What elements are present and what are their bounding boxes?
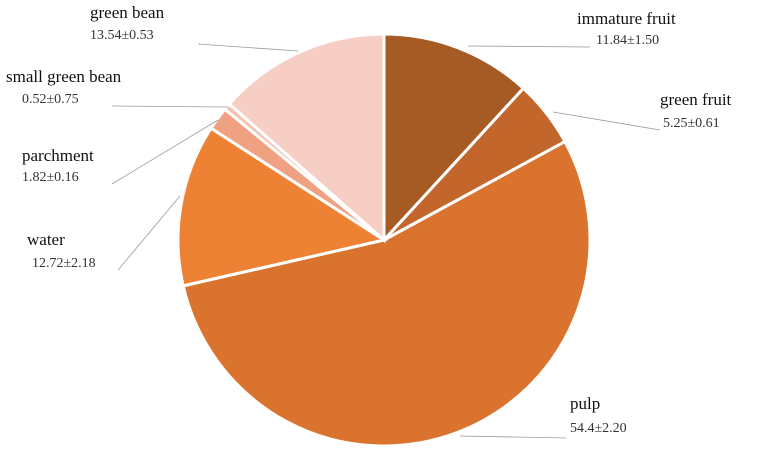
value-label: 1.82±0.16 (22, 170, 79, 185)
slice-label: water (27, 230, 65, 249)
slice-label: green fruit (660, 90, 732, 109)
leader-line (111, 119, 219, 185)
leader-line (111, 105, 229, 108)
pie-slice (382, 32, 526, 244)
value-label: 0.52±0.75 (22, 92, 79, 107)
leader-line (117, 195, 181, 271)
value-label: 12.72±2.18 (32, 256, 96, 271)
slice-label: pulp (570, 394, 600, 413)
pie-slice (227, 32, 386, 244)
value-label: 5.25±0.61 (663, 116, 720, 131)
leader-line (467, 45, 591, 48)
pie-slice (181, 139, 592, 448)
slice-label: immature fruit (577, 9, 676, 28)
leader-line (552, 111, 661, 131)
value-label: 13.54±0.53 (90, 28, 154, 43)
slice-label: small green bean (6, 67, 122, 86)
pie-slice (176, 126, 388, 288)
slice-label: green bean (90, 3, 165, 22)
leader-line (197, 43, 299, 52)
slice-label: parchment (22, 146, 94, 165)
leader-line (459, 435, 567, 439)
value-label: 11.84±1.50 (596, 33, 659, 48)
value-label: 54.4±2.20 (570, 421, 627, 436)
